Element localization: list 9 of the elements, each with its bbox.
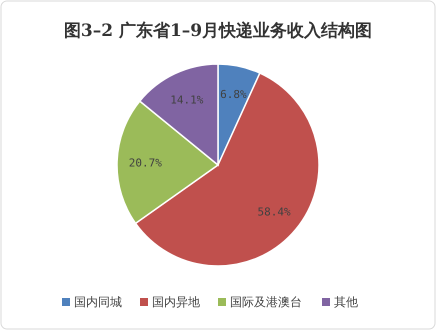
data-label: 6.8% [220, 88, 248, 101]
data-label: 58.4% [257, 205, 291, 218]
legend-label: 国内异地 [152, 295, 200, 309]
legend-label: 其他 [334, 295, 358, 309]
data-label: 14.1% [170, 93, 204, 106]
legend-label: 国际及港澳台 [230, 295, 302, 309]
legend-label: 国内同城 [74, 295, 122, 309]
data-label: 20.7% [128, 156, 162, 170]
chart-title: 图3–2 广东省1–9月快递业务收入结构图 [64, 21, 372, 41]
